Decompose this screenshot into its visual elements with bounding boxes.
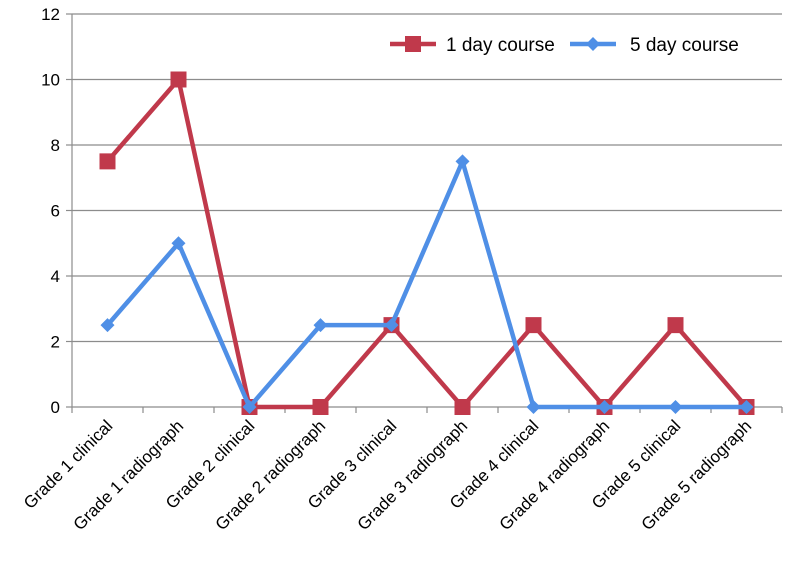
data-point [312, 399, 329, 415]
series-line [105, 74, 749, 411]
legend: 1 day course 5 day course [390, 35, 739, 56]
data-point [170, 71, 187, 88]
y-tick-label: 4 [51, 267, 60, 286]
data-point [455, 154, 470, 169]
y-tick-label: 10 [41, 71, 60, 90]
data-point [668, 400, 683, 414]
y-tick-label: 0 [51, 398, 60, 417]
gridlines [72, 13, 782, 343]
data-point [100, 318, 115, 333]
data-point [597, 400, 612, 414]
data-point [667, 317, 684, 334]
data-point [454, 399, 471, 415]
data-point [171, 236, 186, 251]
data-point [242, 400, 257, 414]
legend-label: 5 day course [630, 35, 739, 56]
legend-label: 1 day course [446, 35, 555, 56]
y-tick-label: 2 [51, 333, 60, 352]
data-point [526, 400, 541, 414]
y-tick-label: 8 [51, 136, 60, 155]
y-tick-label: 12 [41, 5, 60, 24]
series-line [105, 154, 747, 412]
data-point [313, 318, 328, 333]
data-point [739, 400, 754, 414]
data-point [525, 317, 542, 334]
legend-marker [586, 37, 600, 51]
y-tick-label: 6 [51, 202, 60, 221]
data-point [384, 318, 399, 333]
series-lines [99, 71, 755, 415]
data-point [99, 153, 116, 170]
legend-item: 5 day course [570, 35, 739, 56]
y-axis-tick-labels: 0 2 4 6 8 10 12 [41, 5, 60, 417]
legend-marker [405, 36, 421, 52]
series-5-day-course [100, 154, 754, 414]
legend-item: 1 day course [390, 35, 555, 56]
